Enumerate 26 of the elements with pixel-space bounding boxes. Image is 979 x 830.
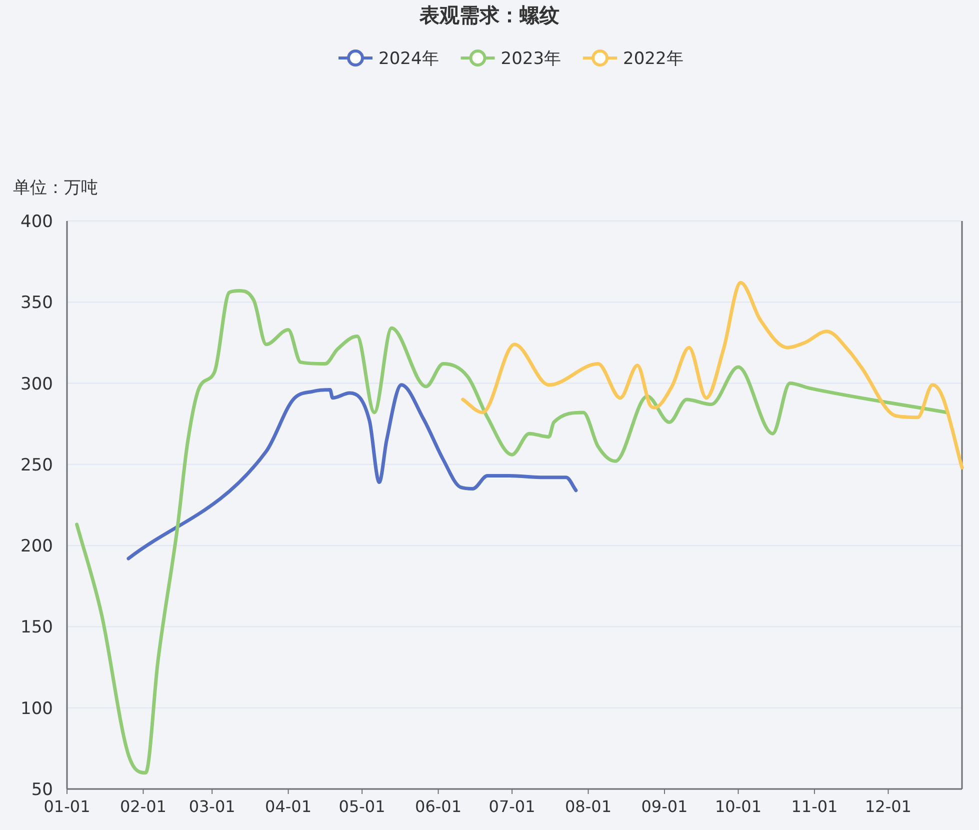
y-tick-label: 150 xyxy=(20,618,53,638)
y-tick-label: 200 xyxy=(20,536,53,557)
x-tick-label: 03-01 xyxy=(188,797,236,816)
y-tick-label: 250 xyxy=(20,455,53,476)
y-tick-label: 50 xyxy=(31,780,53,800)
x-tick-label: 05-01 xyxy=(338,797,386,816)
x-tick-label: 07-01 xyxy=(488,797,536,816)
x-tick-label: 12-01 xyxy=(864,797,912,816)
y-axis-title: 单位：万吨 xyxy=(13,178,98,198)
x-tick-label: 08-01 xyxy=(565,797,612,816)
x-tick-label: 11-01 xyxy=(791,797,838,816)
x-tick-label: 01-01 xyxy=(44,797,90,816)
y-tick-label: 350 xyxy=(20,293,53,314)
legend-label: 2022年 xyxy=(623,49,684,69)
x-tick-label: 09-01 xyxy=(641,797,688,816)
x-tick-label: 02-01 xyxy=(120,797,166,816)
legend-label: 2023年 xyxy=(500,49,562,69)
x-tick-label: 10-01 xyxy=(715,797,762,816)
line-series xyxy=(461,280,964,470)
y-tick-label: 100 xyxy=(20,698,53,719)
legend-label: 2024年 xyxy=(378,49,439,69)
x-tick-label: 06-01 xyxy=(415,797,462,816)
chart-title: 表观需求：螺纹 xyxy=(418,3,560,27)
x-tick-label: 04-01 xyxy=(265,797,312,816)
y-tick-label: 400 xyxy=(20,212,53,232)
y-tick-label: 300 xyxy=(20,374,53,394)
